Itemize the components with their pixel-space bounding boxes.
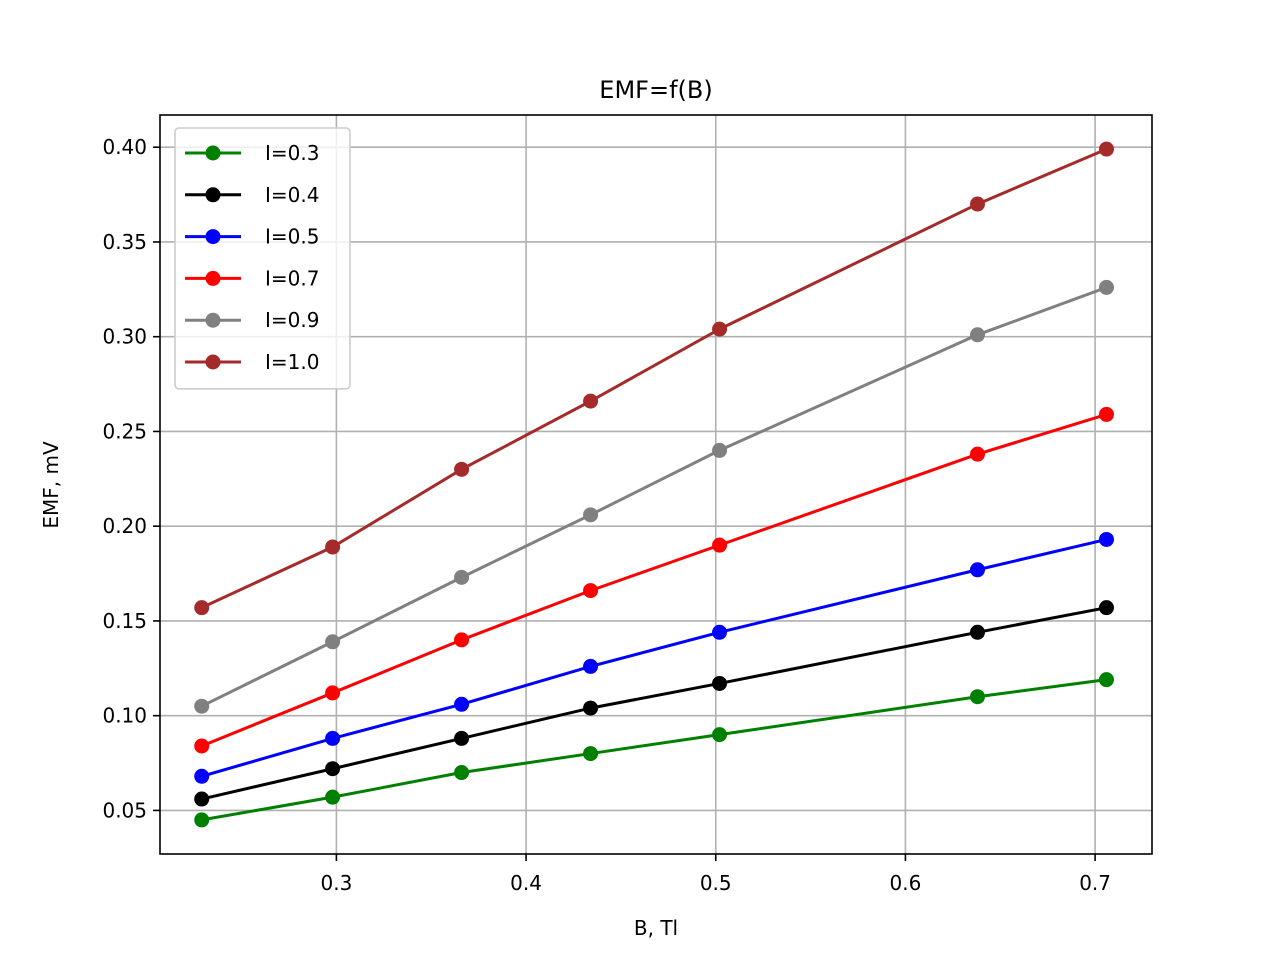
series-I=0.4 <box>194 600 1114 807</box>
data-point <box>1098 531 1114 547</box>
data-point <box>583 658 599 674</box>
data-point <box>454 461 470 477</box>
y-tick-label: 0.05 <box>102 798 147 822</box>
data-point <box>194 791 210 807</box>
data-point <box>712 675 728 691</box>
x-tick-label: 0.3 <box>320 871 352 895</box>
data-point <box>1098 672 1114 688</box>
legend-item: I=0.7 <box>185 266 319 290</box>
data-point <box>583 507 599 523</box>
series-I=0.9 <box>194 279 1114 714</box>
legend-item: I=1.0 <box>185 350 319 374</box>
data-point <box>194 738 210 754</box>
data-point <box>583 583 599 599</box>
data-point <box>712 442 728 458</box>
y-tick-label: 0.10 <box>102 704 147 728</box>
data-point <box>325 634 341 650</box>
ticks: 0.3 0.4 0.5 0.6 0.7 0.05 0.10 0.15 0.20 0.25 0.30 0… <box>102 135 1111 895</box>
legend-label: I=0.9 <box>265 308 319 332</box>
data-point <box>969 624 985 640</box>
data-point <box>325 761 341 777</box>
data-point <box>1098 600 1114 616</box>
legend-box <box>174 127 351 390</box>
data-point <box>969 562 985 578</box>
chart-title: EMF=f(B) <box>599 76 712 104</box>
data-point <box>194 600 210 616</box>
data-point <box>969 446 985 462</box>
plot-frame <box>159 114 1153 855</box>
legend-marker <box>205 187 221 203</box>
series-I=0.5 <box>194 531 1114 784</box>
data-point <box>325 730 341 746</box>
legend-item: I=0.3 <box>185 141 319 165</box>
data-point <box>712 727 728 743</box>
y-tick-label: 0.30 <box>102 325 147 349</box>
legend-label: I=0.5 <box>265 225 319 249</box>
data-point <box>194 768 210 784</box>
data-point <box>325 539 341 555</box>
data-point <box>194 698 210 714</box>
legend: I=0.3 I=0.4 I=0.5 I=0.7 I=0.9 I=1.0 <box>174 127 351 390</box>
data-point <box>454 696 470 712</box>
data-point <box>712 624 728 640</box>
y-tick-label: 0.15 <box>102 609 147 633</box>
data-point <box>583 746 599 762</box>
data-point <box>1098 279 1114 295</box>
legend-marker <box>205 312 221 328</box>
data-point <box>969 327 985 343</box>
data-point <box>454 765 470 781</box>
data-point <box>325 789 341 805</box>
data-point <box>969 689 985 705</box>
data-point <box>583 393 599 409</box>
series-layer <box>194 141 1114 828</box>
x-tick-label: 0.5 <box>700 871 732 895</box>
x-tick-label: 0.4 <box>510 871 542 895</box>
y-tick-label: 0.35 <box>102 230 147 254</box>
legend-marker <box>205 354 221 370</box>
series-I=0.3 <box>194 672 1114 828</box>
legend-label: I=0.3 <box>265 141 319 165</box>
y-tick-label: 0.40 <box>102 135 147 159</box>
legend-marker <box>205 270 221 286</box>
legend-label: I=0.7 <box>265 266 319 290</box>
data-point <box>712 537 728 553</box>
y-tick-label: 0.20 <box>102 514 147 538</box>
data-point <box>454 632 470 648</box>
y-axis-label: EMF, mV <box>39 441 63 529</box>
legend-item: I=0.4 <box>185 183 319 207</box>
x-axis-label: B, Tl <box>634 916 678 940</box>
data-point <box>969 196 985 212</box>
x-tick-label: 0.6 <box>890 871 922 895</box>
data-point <box>1098 406 1114 422</box>
data-point <box>1098 141 1114 157</box>
data-point <box>194 812 210 828</box>
data-point <box>325 685 341 701</box>
series-I=1.0 <box>194 141 1114 616</box>
legend-item: I=0.5 <box>185 225 319 249</box>
legend-label: I=0.4 <box>265 183 319 207</box>
y-tick-label: 0.25 <box>102 419 147 443</box>
legend-marker <box>205 229 221 245</box>
x-tick-label: 0.7 <box>1079 871 1111 895</box>
legend-marker <box>205 145 221 161</box>
data-point <box>712 321 728 337</box>
legend-item: I=0.9 <box>185 308 319 332</box>
series-I=0.7 <box>194 406 1114 754</box>
data-point <box>583 700 599 716</box>
legend-label: I=1.0 <box>265 350 319 374</box>
data-point <box>454 730 470 746</box>
data-point <box>454 569 470 585</box>
